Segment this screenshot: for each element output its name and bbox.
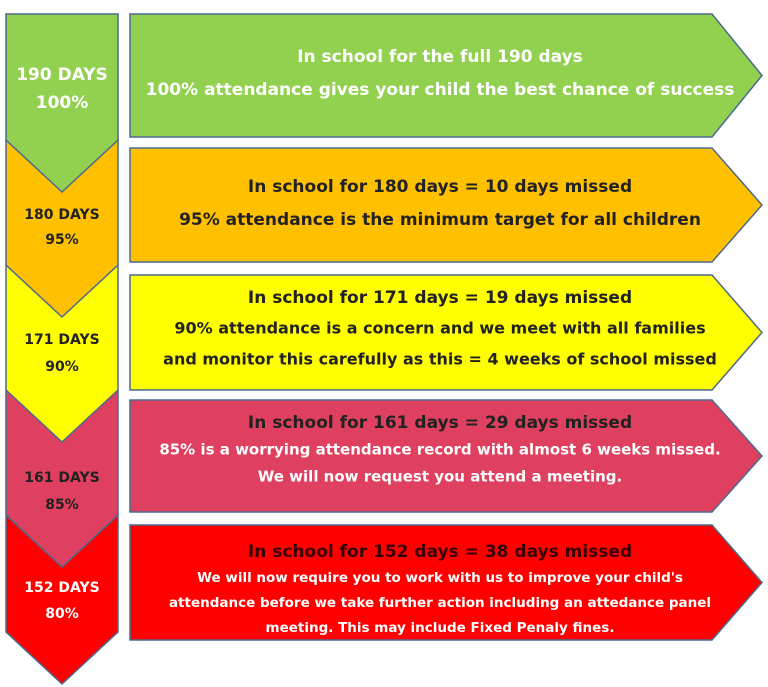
info-arrow — [129, 399, 764, 513]
info-heading: In school for 171 days = 19 days missed — [248, 288, 632, 308]
percent-label: 80% — [45, 606, 79, 622]
info-heading: In school for the full 190 days — [297, 47, 583, 67]
info-heading: In school for 152 days = 38 days missed — [248, 542, 632, 562]
info-line: attendance before we take further action… — [169, 595, 711, 611]
info-arrow — [129, 147, 763, 263]
info-line: meeting. This may include Fixed Penaly f… — [266, 620, 615, 636]
info-line: 85% is a worrying attendance record with… — [159, 441, 720, 459]
percent-label: 85% — [45, 497, 79, 513]
percent-label: 90% — [45, 359, 79, 375]
days-label: 161 DAYS — [24, 470, 99, 486]
days-label: 190 DAYS — [16, 65, 108, 85]
days-label: 171 DAYS — [24, 332, 99, 348]
left-chevron — [5, 13, 119, 194]
info-line: We will now require you to work with us … — [197, 570, 683, 586]
info-line: and monitor this carefully as this = 4 w… — [163, 350, 717, 369]
info-line: 90% attendance is a concern and we meet … — [174, 319, 705, 338]
info-heading: In school for 180 days = 10 days missed — [248, 177, 632, 197]
info-line: We will now request you attend a meeting… — [258, 468, 622, 486]
info-arrow — [129, 13, 763, 138]
days-label: 152 DAYS — [24, 580, 99, 596]
info-line: 100% attendance gives your child the bes… — [146, 80, 735, 100]
days-label: 180 DAYS — [24, 207, 99, 223]
info-arrow — [129, 524, 763, 641]
percent-label: 95% — [45, 232, 79, 248]
info-arrow — [129, 274, 763, 391]
info-heading: In school for 161 days = 29 days missed — [248, 413, 632, 433]
percent-label: 100% — [36, 93, 89, 113]
info-line: 95% attendance is the minimum target for… — [179, 210, 701, 230]
